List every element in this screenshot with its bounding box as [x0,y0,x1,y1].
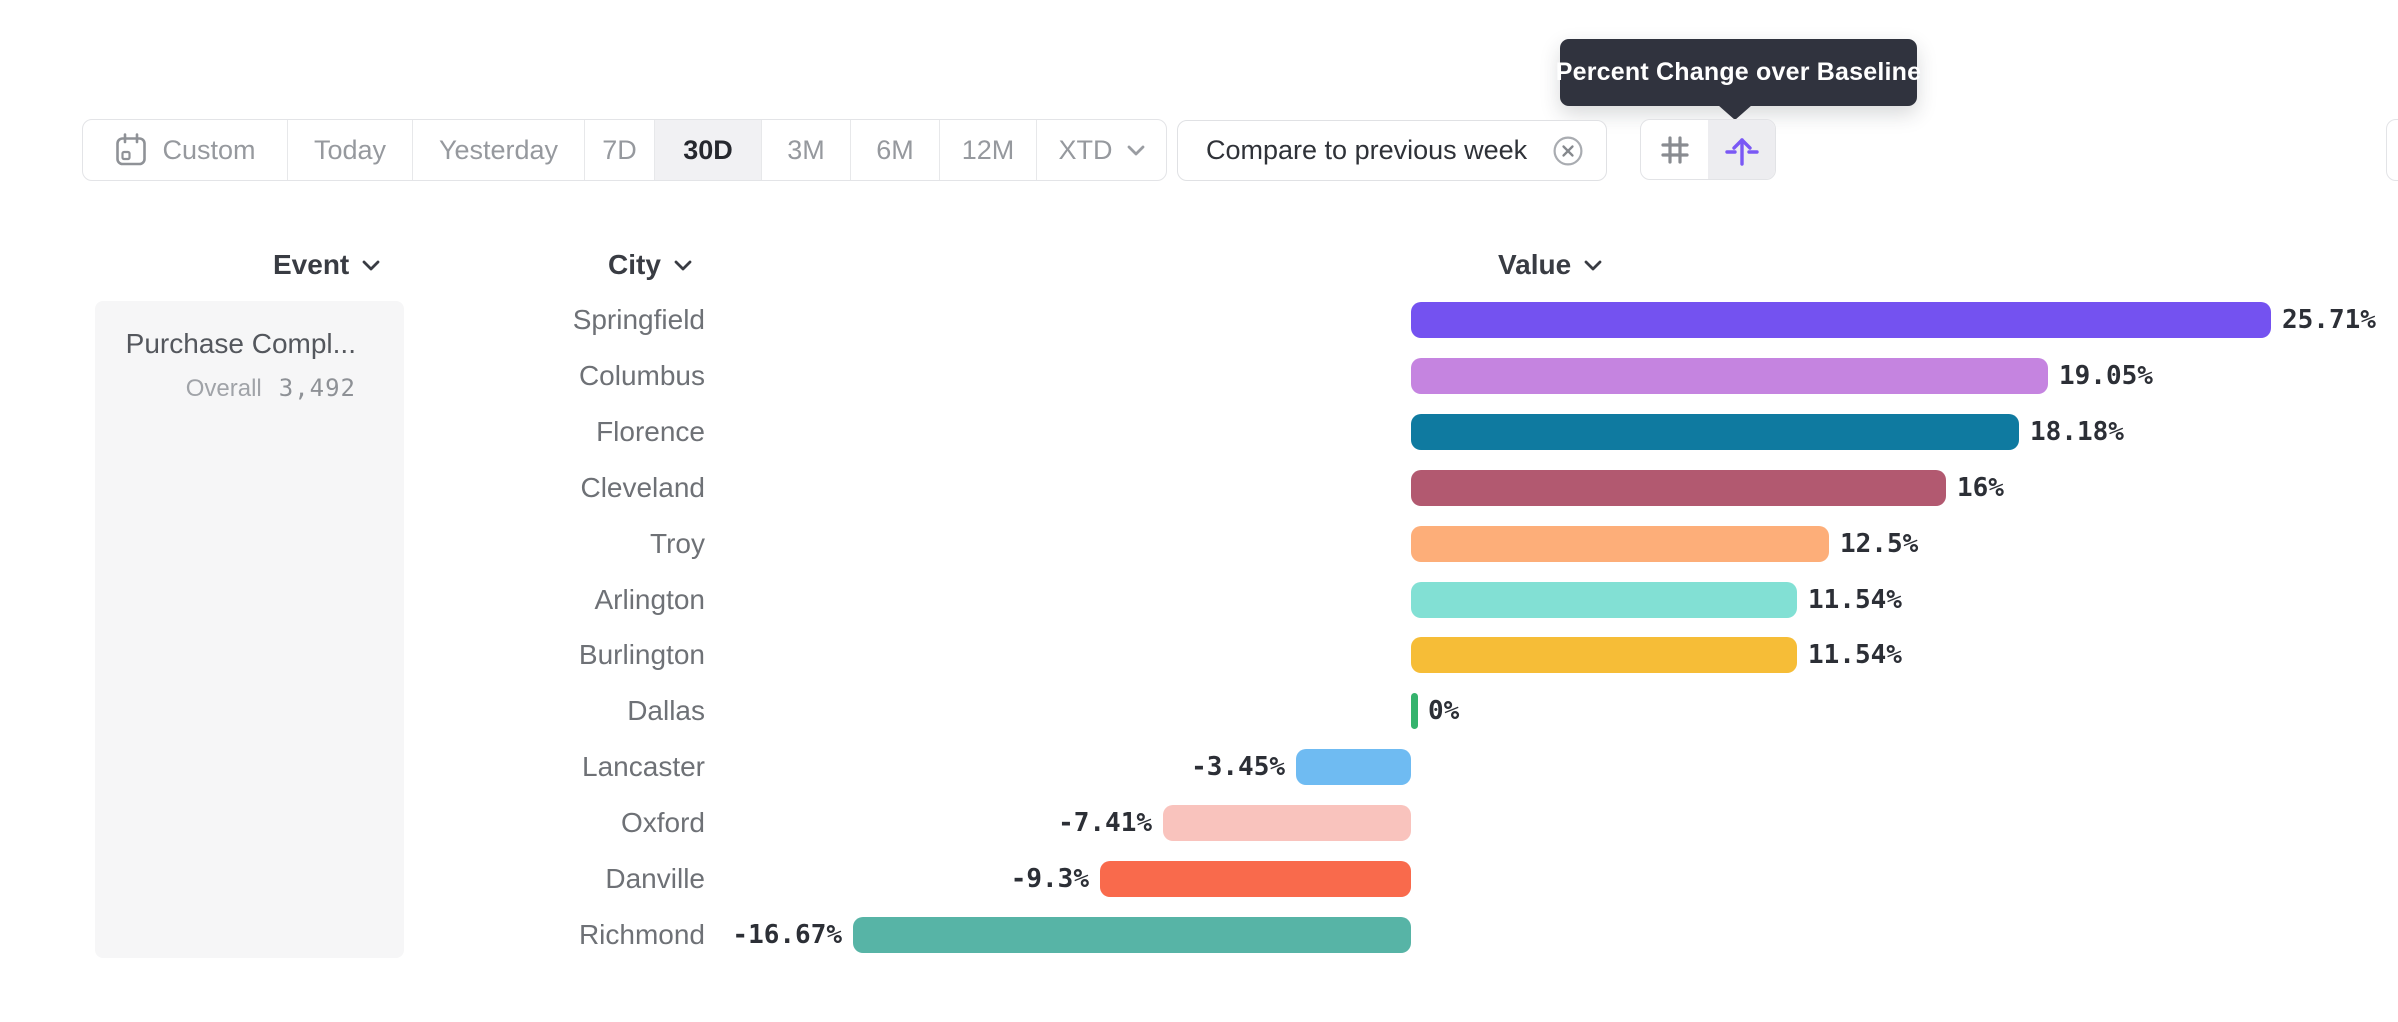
bar-oxford[interactable] [1163,805,1411,842]
hash-icon [1657,132,1693,168]
arrow-up-from-baseline-icon [1723,132,1761,168]
value-label: 19.05% [2059,360,2153,391]
event-header-label: Event [273,249,350,280]
bar-springfield[interactable] [1411,302,2271,338]
date-range-label: 3M [787,134,825,165]
bar-burlington[interactable] [1411,637,1797,674]
date-range-today[interactable]: Today [288,120,413,180]
value-label: -3.45% [1191,752,1285,783]
percent-change-toggle[interactable] [1708,120,1775,179]
city-label: Florence [596,415,705,447]
value-display-toggle [1640,119,1776,180]
city-label: Oxford [620,807,705,839]
calendar-icon [116,133,147,166]
date-range-label: 6M [876,134,914,165]
city-label: Lancaster [582,751,705,783]
date-range-7d[interactable]: 7D [585,120,655,180]
tooltip-text: Percent Change over Baseline [1555,58,1922,86]
city-label: Danville [605,863,705,894]
value-label: -7.41% [1058,808,1152,839]
compare-chip-label: Compare to previous week [1206,135,1528,165]
value-label: -16.67% [732,919,842,950]
absolute-numbers-toggle[interactable] [1641,120,1708,179]
partial-button-right-edge[interactable] [2386,119,2398,181]
bar-dallas[interactable] [1411,693,1418,730]
date-range-label: 7D [602,134,637,165]
bar-cleveland[interactable] [1411,469,1946,506]
city-label: Cleveland [580,471,705,503]
bar-danville[interactable] [1100,861,1411,897]
date-range-yesterday[interactable]: Yesterday [413,120,585,180]
date-range-6m[interactable]: 6M [851,120,940,180]
chevron-down-icon [362,260,380,270]
bar-columbus[interactable] [1411,357,2048,394]
date-range-xtd[interactable]: XTD [1037,120,1166,180]
city-label: Burlington [578,639,705,671]
x-circle-icon[interactable] [1552,135,1584,167]
value-label: 16% [1957,472,2004,503]
overall-label: Overall [185,375,262,402]
value-header-label: Value [1498,249,1572,280]
date-range-label: 30D [683,134,733,165]
date-range-label: Today [313,134,387,165]
city-label: Arlington [594,583,705,615]
column-header-event[interactable]: Event [273,248,380,282]
value-label: -9.3% [1010,864,1089,894]
date-range-12m[interactable]: 12M [940,120,1037,180]
city-label: Columbus [578,359,705,391]
chevron-down-icon [1584,260,1602,270]
city-label: Richmond [578,918,705,950]
date-range-label: 12M [961,134,1015,165]
column-header-city[interactable]: City [608,248,692,282]
bar-troy[interactable] [1411,525,1829,562]
value-label: 12.5% [1840,528,1919,559]
date-range-3m[interactable]: 3M [762,120,851,180]
bar-arlington[interactable] [1411,581,1797,618]
date-range-label: XTD [1058,134,1113,165]
compare-chip[interactable]: Compare to previous week [1177,120,1607,181]
date-range-label: Custom [162,134,256,165]
tooltip-percent-change: Percent Change over Baseline [1556,39,1921,120]
city-header-label: City [608,249,661,280]
date-range-custom[interactable]: Custom [83,120,288,180]
city-label: Springfield [572,304,705,335]
bar-richmond[interactable] [853,916,1411,953]
date-range-30d[interactable]: 30D [655,120,762,180]
event-panel-purchase-completed[interactable]: Purchase Compl... Overall 3,492 [95,301,404,958]
value-label: 11.54% [1808,640,1902,671]
date-range-label: Yesterday [438,134,559,165]
date-range-group: Custom Today Yesterday 7D 30D 3M 6M 12M XTD [82,119,1167,181]
value-label: 11.54% [1808,584,1902,615]
chevron-down-icon [674,260,692,270]
tooltip-arrow [1718,105,1752,120]
chevron-down-icon [1127,145,1144,155]
city-label: Troy [650,527,705,559]
bar-florence[interactable] [1411,413,2019,450]
value-label: 0% [1428,696,1460,727]
bar-lancaster[interactable] [1296,749,1411,786]
city-label: Dallas [627,695,705,727]
value-label: 18.18% [2030,416,2124,447]
event-panel-text: Purchase Compl... Overall 3,492 [126,328,356,403]
value-label: 25.71% [2282,305,2376,335]
column-header-value[interactable]: Value [1498,248,1602,282]
overall-value: 3,492 [278,374,356,402]
event-title: Purchase Compl... [125,328,356,359]
